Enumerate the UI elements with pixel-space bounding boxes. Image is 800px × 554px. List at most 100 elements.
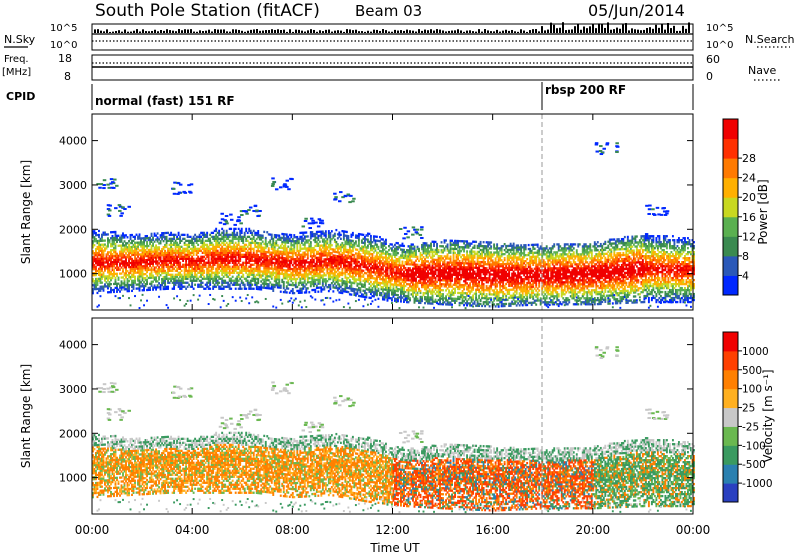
power-echo-cell	[191, 247, 194, 250]
power-echo-cell	[197, 277, 200, 280]
power-echo-cell	[363, 285, 366, 289]
power-echo-cell	[348, 293, 351, 296]
power-echo-cell	[318, 282, 321, 285]
power-echo-cell	[287, 255, 290, 258]
power-echo-cell	[143, 259, 145, 262]
power-echo-cell	[213, 247, 216, 250]
power-echo-cell	[107, 279, 109, 282]
power-echo-cell	[428, 282, 431, 285]
power-echo-cell	[176, 279, 179, 282]
power-echo-cell	[195, 261, 198, 264]
power-echo-cell	[170, 241, 173, 245]
power-echo-cell	[357, 282, 360, 286]
power-echo-cell	[416, 269, 419, 272]
power-echo-cell	[92, 288, 94, 291]
power-echo-cell	[406, 251, 408, 254]
power-echo-cell	[111, 235, 114, 238]
power-echo-cell	[101, 255, 103, 258]
power-echo-cell	[197, 249, 200, 252]
power-echo-cell	[155, 270, 158, 273]
power-echo-cell	[272, 241, 275, 245]
power-echo-cell	[329, 275, 332, 279]
power-echo-cell	[394, 263, 396, 266]
power-echo-cell	[276, 266, 279, 269]
power-echo-cell	[344, 266, 347, 269]
power-echo-cell	[98, 273, 100, 277]
power-echo-cell	[342, 264, 345, 267]
nsky-bar	[586, 28, 588, 33]
power-echo-cell	[353, 272, 356, 275]
power-echo-cell	[189, 253, 192, 256]
power-echo-cell	[170, 239, 173, 243]
power-echo-cell	[243, 285, 246, 288]
power-echo-cell	[296, 269, 299, 273]
power-echo-cell	[246, 261, 249, 264]
power-echo-cell	[134, 243, 136, 246]
power-echo-cell	[312, 272, 315, 276]
power-echo-cell	[369, 274, 372, 278]
power-echo-cell	[128, 263, 130, 267]
power-echo-cell	[273, 241, 276, 245]
power-echo-cell	[380, 260, 383, 263]
power-echo-cell	[134, 241, 136, 244]
power-echo-cell	[272, 243, 275, 247]
power-echo-cell	[384, 260, 387, 263]
power-echo-cell	[397, 270, 399, 273]
power-echo-cell	[294, 273, 297, 277]
power-echo-cell	[218, 257, 221, 260]
power-echo-cell	[144, 278, 147, 282]
power-echo-cell	[245, 261, 248, 264]
power-echo-cell	[381, 266, 384, 269]
power-echo-cell	[377, 247, 380, 251]
power-echo-cell	[279, 244, 282, 247]
power-echo-cell	[383, 282, 386, 285]
power-echo-cell	[123, 248, 126, 251]
power-echo-cell	[339, 259, 342, 262]
power-echo-cell	[156, 264, 159, 267]
power-echo-cell	[228, 251, 231, 254]
power-echo-cell	[141, 273, 144, 276]
power-echo-cell	[216, 263, 219, 266]
power-echo-cell	[123, 256, 126, 259]
power-echo-cell	[378, 281, 381, 285]
power-echo-cell	[317, 278, 320, 281]
power-echo-cell	[369, 272, 372, 276]
power-echo-cell	[270, 261, 273, 264]
power-echo-cell	[333, 270, 336, 273]
nsky-bar	[442, 30, 444, 33]
power-echo-cell	[422, 262, 425, 265]
power-echo-cell	[362, 245, 365, 248]
power-echo-cell	[155, 266, 158, 269]
power-echo-cell	[219, 257, 222, 260]
power-echo-cell	[375, 257, 378, 260]
power-echo-cell	[368, 240, 371, 244]
power-echo-cell	[306, 287, 309, 290]
power-echo-cell	[245, 237, 248, 241]
power-echo-cell	[354, 264, 357, 267]
power-echo-cell	[176, 261, 179, 264]
power-echo-cell	[342, 282, 345, 285]
power-echo-cell	[113, 260, 115, 264]
power-echo-cell	[138, 287, 141, 290]
power-echo-cell	[129, 233, 132, 237]
power-echo-cell	[144, 251, 147, 254]
nsky-bar	[310, 29, 312, 33]
power-echo-cell	[177, 265, 180, 268]
power-echo-cell	[406, 271, 408, 274]
power-echo-cell	[224, 279, 227, 282]
power-echo-cell	[375, 271, 378, 274]
power-echo-cell	[430, 268, 432, 271]
power-echo-cell	[345, 250, 348, 254]
power-echo-cell	[341, 281, 344, 285]
power-echo-cell	[140, 257, 142, 260]
power-echo-cell	[378, 293, 381, 297]
power-echo-cell	[207, 249, 210, 252]
power-echo-cell	[406, 249, 408, 252]
power-echo-cell	[159, 268, 162, 271]
power-echo-cell	[332, 290, 335, 293]
power-echo-cell	[128, 257, 130, 261]
power-echo-cell	[204, 251, 207, 254]
power-echo-cell	[290, 251, 293, 255]
nsky-bar	[568, 29, 570, 33]
power-echo-cell	[236, 247, 239, 250]
